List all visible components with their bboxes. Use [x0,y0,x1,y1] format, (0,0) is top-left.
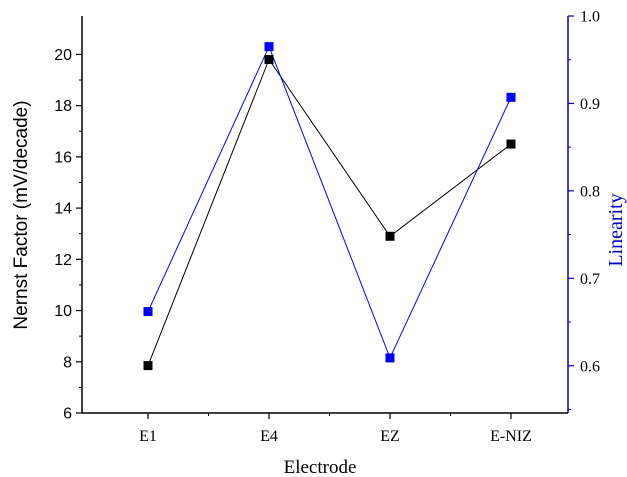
data-point-right [385,353,395,363]
y-right-tick-label: 1.0 [580,9,600,26]
y-right-tick-label: 0.6 [580,358,600,375]
x-tick-label: E-NIZ [490,428,532,445]
y-left-tick-label: 6 [63,406,72,423]
data-point-right [506,92,516,102]
y-left-tick-label: 14 [54,201,72,218]
data-point-left [506,139,516,149]
x-tick-label: E4 [260,428,278,445]
data-point-right [143,307,153,317]
y-left-tick-label: 16 [54,149,72,166]
y-left-axis-title: Nernst Factor (mV/decade) [11,100,32,329]
x-tick-label: E1 [139,428,157,445]
y-right-tick-label: 0.7 [580,271,600,288]
series-line-right [147,45,512,360]
y-left-tick-label: 10 [54,303,72,320]
y-left-tick-label: 8 [63,354,72,371]
data-point-left [385,231,395,241]
y-left-tick-label: 12 [54,252,72,269]
x-axis-title: Electrode [284,457,357,477]
data-point-left [143,361,153,371]
y-right-tick-label: 0.8 [580,183,600,200]
data-point-left [264,55,274,65]
x-tick-label: EZ [380,428,400,445]
y-right-tick-label: 0.9 [580,96,600,113]
y-left-tick-label: 20 [54,47,72,64]
y-right-axis-title: Linearity [605,193,627,266]
y-left-tick-label: 18 [54,98,72,115]
series-line-left [147,58,512,366]
data-point-right [264,42,274,52]
